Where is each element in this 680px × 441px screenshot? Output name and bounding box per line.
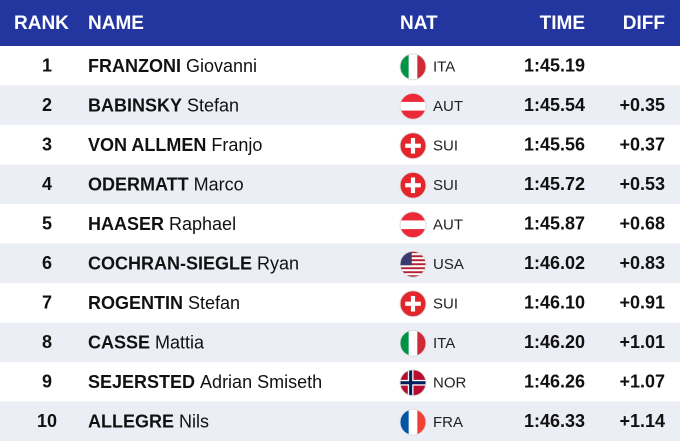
flag-icon [400, 211, 426, 238]
athlete-name: ALLEGRE Nils [88, 411, 209, 431]
row-bg [0, 362, 680, 402]
diff: +1.07 [619, 372, 665, 392]
surname: ODERMATT [88, 174, 189, 194]
time: 1:45.54 [524, 95, 585, 115]
nation: AUT [433, 98, 463, 115]
nation: USA [433, 256, 464, 273]
time: 1:46.20 [524, 332, 585, 352]
given-name: Mattia [155, 332, 205, 352]
rank: 8 [42, 332, 52, 352]
rank: 1 [42, 56, 52, 76]
nation: SUI [433, 177, 458, 194]
rank: 9 [42, 372, 52, 392]
athlete-name: CASSE Mattia [88, 332, 205, 352]
surname: HAASER [88, 214, 164, 234]
flag-icon [400, 330, 426, 357]
diff: +1.14 [619, 411, 665, 431]
diff: +0.68 [619, 214, 665, 234]
athlete-name: VON ALLMEN Franjo [88, 135, 262, 155]
row-bg [0, 46, 680, 86]
diff: +1.01 [619, 332, 665, 352]
rank: 5 [42, 214, 52, 234]
surname: COCHRAN-SIEGLE [88, 253, 252, 273]
header-diff: DIFF [623, 13, 665, 34]
nation: SUI [433, 138, 458, 155]
header-name: NAME [88, 13, 144, 34]
flag-icon [400, 172, 426, 199]
time: 1:46.33 [524, 411, 585, 431]
surname: ROGENTIN [88, 293, 183, 313]
time: 1:45.87 [524, 214, 585, 234]
surname: BABINSKY [88, 95, 182, 115]
athlete-name: BABINSKY Stefan [88, 95, 239, 115]
row-bg [0, 164, 680, 204]
nation: NOR [433, 375, 467, 392]
given-name: Raphael [169, 214, 236, 234]
surname: ALLEGRE [88, 411, 174, 431]
rank: 10 [37, 411, 57, 431]
given-name: Adrian Smiseth [200, 372, 322, 392]
time: 1:46.26 [524, 372, 585, 392]
athlete-name: FRANZONI Giovanni [88, 56, 257, 76]
given-name: Nils [179, 411, 209, 431]
diff: +0.35 [619, 95, 665, 115]
rank: 4 [42, 174, 52, 194]
row-bg [0, 204, 680, 244]
given-name: Stefan [188, 293, 240, 313]
nation: ITA [433, 335, 455, 352]
athlete-name: ODERMATT Marco [88, 174, 244, 194]
nation: AUT [433, 217, 463, 234]
athlete-name: COCHRAN-SIEGLE Ryan [88, 253, 299, 273]
nation: SUI [433, 296, 458, 313]
nation: FRA [433, 414, 463, 431]
rank: 2 [42, 95, 52, 115]
diff: +0.53 [619, 174, 665, 194]
time: 1:46.10 [524, 293, 585, 313]
row-bg [0, 85, 680, 125]
athlete-name: ROGENTIN Stefan [88, 293, 240, 313]
header-nat: NAT [400, 13, 438, 34]
rank: 3 [42, 135, 52, 155]
diff: +0.83 [619, 253, 665, 273]
rank: 6 [42, 253, 52, 273]
time: 1:45.72 [524, 174, 585, 194]
nation: ITA [433, 59, 455, 76]
surname: CASSE [88, 332, 150, 352]
row-bg [0, 243, 680, 283]
row-bg [0, 283, 680, 323]
flag-icon [400, 409, 426, 436]
given-name: Stefan [187, 95, 239, 115]
surname: FRANZONI [88, 56, 181, 76]
diff: +0.37 [619, 135, 665, 155]
row-bg [0, 125, 680, 165]
flag-icon [400, 53, 426, 80]
given-name: Marco [194, 174, 244, 194]
header-bar [0, 0, 680, 46]
flag-icon [400, 369, 426, 396]
time: 1:45.19 [524, 56, 585, 76]
given-name: Giovanni [186, 56, 257, 76]
given-name: Ryan [257, 253, 299, 273]
athlete-name: HAASER Raphael [88, 214, 236, 234]
time: 1:46.02 [524, 253, 585, 273]
row-bg [0, 401, 680, 441]
surname: SEJERSTED [88, 372, 195, 392]
header-rank: RANK [14, 13, 69, 34]
rank: 7 [42, 293, 52, 313]
given-name: Franjo [211, 135, 262, 155]
flag-icon [400, 93, 426, 120]
flag-icon [400, 290, 426, 317]
athlete-name: SEJERSTED Adrian Smiseth [88, 372, 322, 392]
flag-icon [400, 132, 426, 159]
time: 1:45.56 [524, 135, 585, 155]
surname: VON ALLMEN [88, 135, 206, 155]
header-time: TIME [540, 13, 585, 34]
diff: +0.91 [619, 293, 665, 313]
row-bg [0, 322, 680, 362]
flag-icon [400, 251, 426, 278]
